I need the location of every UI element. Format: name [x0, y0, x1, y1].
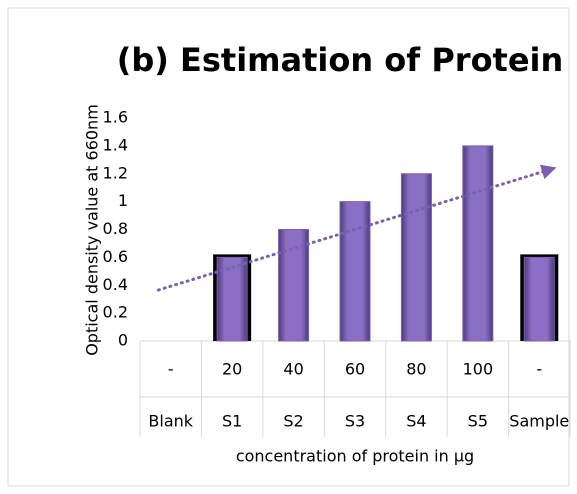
x-tick-label: S5: [468, 412, 488, 431]
y-tick-label: 0: [118, 331, 128, 350]
x-tick-label: Sample: [509, 412, 569, 431]
y-tick-label: 0.2: [103, 303, 128, 322]
x-tick-label: 40: [283, 360, 303, 379]
chart-border: [7, 7, 570, 487]
trendline: [156, 164, 557, 292]
bar: [400, 173, 432, 342]
y-tick-label: 1.6: [103, 108, 128, 127]
y-tick-label: 0.6: [103, 247, 128, 266]
y-tick-label: 1.2: [103, 163, 128, 182]
bar: [462, 145, 494, 342]
bar: [523, 256, 555, 342]
x-axis-label: concentration of protein in µg: [236, 447, 474, 466]
bar: [278, 229, 310, 342]
y-tick-label: 0.8: [103, 219, 128, 238]
bar: [339, 201, 371, 342]
x-tick-label: S2: [283, 412, 303, 431]
y-tick-label: 0.4: [103, 275, 128, 294]
y-tick-label: 1: [118, 191, 128, 210]
chart-title: (b) Estimation of Protein: [117, 41, 564, 79]
x-tick-label: 100: [463, 360, 494, 379]
x-tick-label: S3: [345, 412, 365, 431]
x-tick-label: 20: [222, 360, 242, 379]
x-tick-label: S4: [406, 412, 426, 431]
x-tick-label: S1: [222, 412, 242, 431]
x-tick-label: 80: [406, 360, 426, 379]
x-tick-label: Blank: [148, 412, 193, 431]
y-axis-label: Optical density value at 660nm: [83, 104, 102, 356]
x-tick-label: -: [168, 360, 174, 379]
x-tick-label: -: [536, 360, 542, 379]
y-tick-label: 1.4: [103, 135, 128, 154]
x-tick-label: 60: [345, 360, 365, 379]
